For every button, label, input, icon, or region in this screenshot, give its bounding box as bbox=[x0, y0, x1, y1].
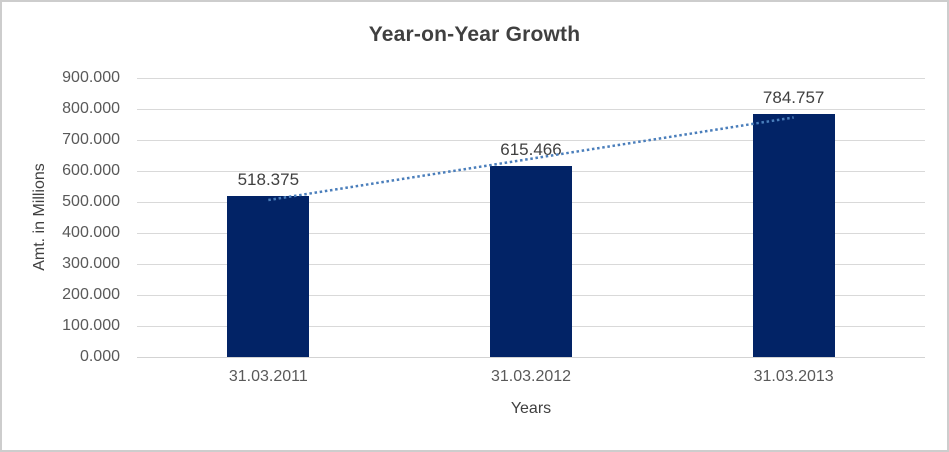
gridline bbox=[137, 109, 925, 110]
y-tick-label: 400.000 bbox=[62, 224, 120, 241]
y-tick-label: 0.000 bbox=[79, 348, 120, 365]
x-axis-title: Years bbox=[510, 400, 552, 417]
bar-value-label: 518.375 bbox=[237, 170, 300, 190]
y-tick-label: 700.000 bbox=[62, 131, 120, 148]
y-tick-label: 500.000 bbox=[62, 193, 120, 210]
gridline bbox=[137, 357, 925, 358]
bar bbox=[227, 196, 310, 357]
bar-value-label: 615.466 bbox=[500, 140, 562, 160]
x-tick-label: 31.03.2013 bbox=[753, 368, 834, 385]
y-tick-label: 900.000 bbox=[62, 69, 120, 86]
bar bbox=[490, 166, 572, 357]
y-tick-label: 200.000 bbox=[62, 286, 120, 303]
x-tick-label: 31.03.2012 bbox=[490, 368, 572, 385]
chart-title: Year-on-Year Growth bbox=[368, 23, 581, 46]
y-tick-label: 600.000 bbox=[62, 162, 120, 179]
bar bbox=[752, 113, 835, 357]
y-tick-label: 100.000 bbox=[62, 317, 120, 334]
x-tick-label: 31.03.2011 bbox=[228, 368, 308, 385]
y-tick-label: 800.000 bbox=[62, 100, 120, 117]
bar-value-label: 784.757 bbox=[762, 87, 825, 107]
gridline bbox=[137, 78, 925, 79]
y-tick-label: 300.000 bbox=[62, 255, 120, 272]
